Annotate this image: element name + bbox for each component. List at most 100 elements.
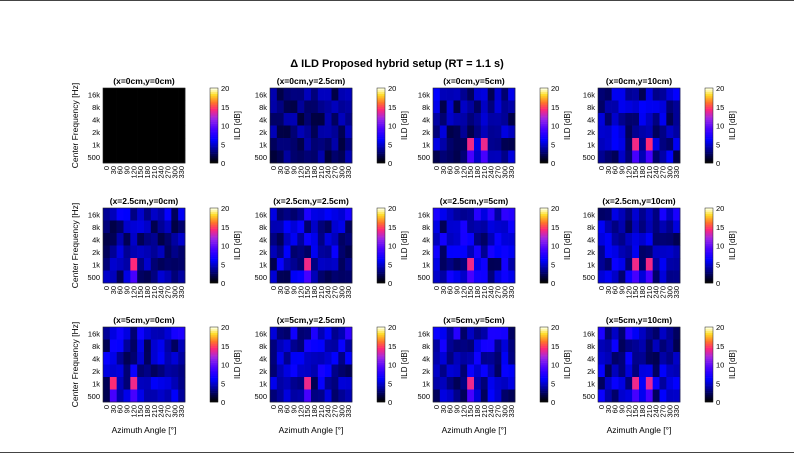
y-tick-label: 16k [255,329,267,338]
colorbar-segment [705,91,713,94]
heatmap-cell [433,100,441,114]
heatmap-cell [474,364,482,378]
heatmap-cell [632,138,640,151]
y-tick-label: 1k [422,140,430,149]
heatmap-cell [645,377,653,390]
colorbar-segment [705,101,713,104]
heatmap-cell [317,270,325,284]
heatmap-cell [467,364,475,378]
heatmap-cell [178,270,186,284]
colorbar-segment [540,119,548,123]
heatmap-cell [645,138,653,151]
x-tick-label: 150 [631,286,640,299]
heatmap-cell [666,258,674,271]
heatmap-cell [137,113,145,126]
x-tick-label: 150 [631,405,640,418]
colorbar-tick-label: 5 [221,140,225,149]
x-tick-label: 210 [150,405,159,418]
heatmap-cell [150,125,158,139]
colorbar-tick-label: 10 [551,122,559,131]
heatmap-cell [157,377,165,390]
heatmap-cell [178,327,186,340]
colorbar-segment [705,224,713,228]
x-tick-label: 180 [310,166,319,179]
y-tick-label: 4k [422,235,430,244]
heatmap-cell [103,88,111,101]
colorbar-segment [705,336,713,339]
colorbar-segment [210,223,218,226]
heatmap-cell [659,364,667,378]
heatmap-cell [460,100,468,114]
colorbar-segment [210,144,218,147]
heatmap-cell [446,389,454,403]
x-tick-label: 240 [652,405,661,418]
heatmap-cell [494,233,502,246]
heatmap-cell [494,339,502,353]
heatmap-cell [276,245,284,259]
heatmap-cell [338,270,346,284]
heatmap-cell [290,113,298,126]
colorbar-segment [377,221,385,224]
heatmap-cell [632,100,640,114]
heatmap-cell [150,339,158,353]
colorbar-segment [705,279,713,282]
colorbar-segment [705,375,713,378]
colorbar-segment [210,104,218,108]
x-tick-label: 90 [617,166,626,174]
x-tick-label: 30 [439,286,448,294]
y-tick-label: 1k [587,379,595,388]
colorbar-label: ILD [dB] [728,111,737,140]
colorbar-segment [377,103,385,106]
colorbar-segment [705,221,713,224]
colorbar-segment [377,260,385,263]
colorbar-segment [210,338,218,341]
heatmap-cell [317,138,325,151]
heatmap-cell [276,100,284,114]
colorbar-segment [377,89,385,93]
heatmap-cell [645,270,653,284]
x-tick-label: 180 [310,286,319,299]
colorbar-segment [210,360,218,363]
heatmap-cell [116,377,124,390]
heatmap-cell [331,339,339,353]
heatmap-cell [331,352,339,365]
heatmap-cell [673,270,681,284]
heatmap-cell [331,245,339,259]
heatmap-cell [276,377,284,390]
heatmap-cell [639,327,647,340]
heatmap-cell [144,364,152,378]
colorbar-segment [705,251,713,254]
heatmap-cell [304,150,312,164]
y-tick-label: 500 [582,392,595,401]
colorbar-segment [210,157,218,160]
heatmap-cell [178,100,186,114]
heatmap-cell [324,258,332,271]
colorbar-segment [705,387,713,390]
colorbar-segment [705,381,713,384]
colorbar-segment [540,336,548,339]
panel-frame [597,207,681,284]
colorbar-segment [377,400,385,403]
heatmap-cell [103,245,111,259]
heatmap-cell [317,245,325,259]
heatmap-cell [150,258,158,271]
colorbar-segment [705,388,713,392]
colorbar-tick-label: 0 [551,159,555,168]
colorbar-segment [540,330,548,333]
heatmap-cell [639,364,647,378]
heatmap-cell [283,270,291,284]
x-tick-label: 150 [631,166,640,179]
colorbar-segment [210,136,218,139]
colorbar-segment [540,116,548,119]
x-tick-label: 150 [303,286,312,299]
heatmap-cell [598,364,606,378]
colorbar-segment [377,373,385,377]
heatmap-cell [501,138,509,151]
colorbar-segment [540,392,548,395]
heatmap-cell [297,389,305,403]
bottom-border-line [0,452,794,453]
colorbar-segment [540,388,548,392]
colorbar-segment [540,256,548,259]
heatmap-cell [150,100,158,114]
